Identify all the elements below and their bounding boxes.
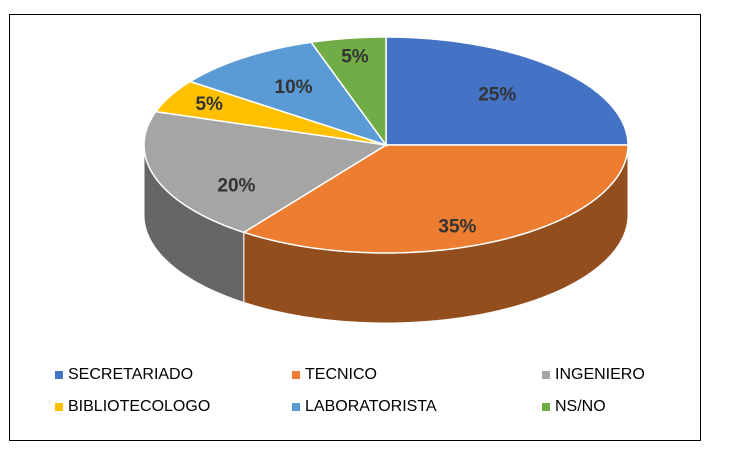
- legend-label: BIBLIOTECOLOGO: [68, 398, 210, 415]
- data-label: 5%: [195, 94, 223, 115]
- legend-label: SECRETARIADO: [68, 366, 193, 383]
- slice: [385, 36, 629, 146]
- data-label: 10%: [275, 77, 313, 98]
- legend-swatch: [292, 371, 300, 379]
- legend-label: NS/NO: [555, 398, 606, 415]
- data-label: 20%: [217, 176, 255, 197]
- data-label: 35%: [438, 217, 476, 238]
- legend-swatch: [292, 403, 300, 411]
- legend-swatch: [55, 371, 63, 379]
- legend-label: INGENIERO: [555, 366, 645, 383]
- data-label: 5%: [341, 47, 369, 68]
- legend-swatch: [542, 403, 550, 411]
- legend-swatch: [542, 371, 550, 379]
- data-label: 25%: [478, 84, 516, 105]
- legend-swatch: [55, 403, 63, 411]
- slice: [188, 41, 388, 147]
- slice: [309, 36, 387, 148]
- legend-label: TECNICO: [305, 366, 377, 383]
- slice: [154, 80, 387, 146]
- legend-label: LABORATORISTA: [305, 398, 437, 415]
- slice: [241, 144, 629, 254]
- slice: [143, 110, 389, 234]
